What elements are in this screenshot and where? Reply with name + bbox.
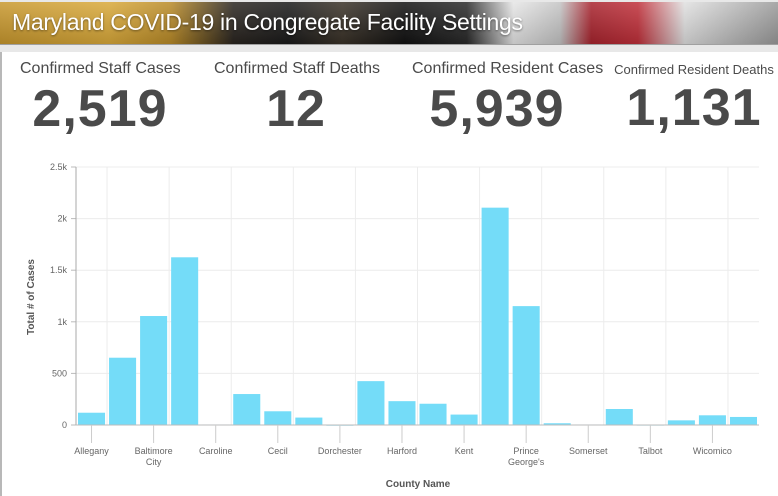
x-axis-title: County Name <box>386 479 451 490</box>
x-tick-label: Cecil <box>268 446 288 456</box>
stat-value: 1,131 <box>626 79 762 137</box>
stat-label: Confirmed Staff Deaths <box>214 60 381 77</box>
y-axis-title: Total # of Cases <box>26 259 37 335</box>
y-tick-label: 500 <box>52 368 67 378</box>
stat-value: 12 <box>266 80 326 138</box>
stat-label: Confirmed Resident Cases <box>412 60 604 77</box>
bar-washington[interactable] <box>667 420 695 425</box>
page-title: Maryland COVID-19 in Congregate Facility… <box>12 9 523 35</box>
dashboard-panel: Confirmed Staff Cases 2,519 Confirmed St… <box>0 52 778 496</box>
bar-queen-anne-s[interactable] <box>543 423 571 425</box>
bar-baltimore-city[interactable] <box>140 316 168 425</box>
x-tick-label: Caroline <box>199 446 233 456</box>
stat-resident-deaths: Confirmed Resident Deaths 1,131 <box>614 60 774 139</box>
bar-kent[interactable] <box>450 414 478 425</box>
bar-frederick[interactable] <box>357 381 385 425</box>
y-tick-label: 2.5k <box>50 162 68 172</box>
x-tick-label: Prince <box>513 446 539 456</box>
bar-st-mary-s[interactable] <box>605 409 633 425</box>
header-banner: Maryland COVID-19 in Congregate Facility… <box>0 2 778 45</box>
y-tick-label: 2k <box>57 214 67 224</box>
y-tick-label: 0 <box>62 420 67 430</box>
x-tick-label: Somerset <box>569 446 608 456</box>
bar-allegany[interactable] <box>78 412 106 425</box>
stat-staff-deaths: Confirmed Staff Deaths 12 <box>214 60 381 140</box>
x-tick-label: City <box>146 457 162 467</box>
x-tick-label: Wicomico <box>693 446 732 456</box>
bar-baltimore[interactable] <box>171 257 199 425</box>
x-tick-label: George's <box>508 457 545 467</box>
y-tick-label: 1.5k <box>50 265 68 275</box>
banner-flag-background <box>0 2 778 44</box>
bar-anne-arundel[interactable] <box>109 357 137 425</box>
bar-prince-george-s[interactable] <box>512 306 540 425</box>
bar-harford[interactable] <box>388 401 416 425</box>
stat-label: Confirmed Resident Deaths <box>614 62 774 77</box>
x-tick-label: Allegany <box>74 446 109 456</box>
bar-montgomery[interactable] <box>481 207 509 425</box>
x-tick-label: Harford <box>387 446 417 456</box>
bar-carroll[interactable] <box>233 394 261 425</box>
stat-staff-cases: Confirmed Staff Cases 2,519 <box>20 60 181 140</box>
stat-label: Confirmed Staff Cases <box>20 60 181 77</box>
bar-wicomico[interactable] <box>698 415 726 425</box>
x-tick-label: Baltimore <box>135 446 173 456</box>
x-tick-label: Dorchester <box>318 446 362 456</box>
bar-charles[interactable] <box>295 417 323 425</box>
stat-value: 5,939 <box>429 80 565 138</box>
x-tick-label: Kent <box>455 446 474 456</box>
bar-howard[interactable] <box>419 403 447 425</box>
stat-value: 2,519 <box>32 80 168 138</box>
stat-resident-cases: Confirmed Resident Cases 5,939 <box>412 60 604 140</box>
bar-cecil[interactable] <box>264 411 292 425</box>
x-tick-label: Talbot <box>638 446 663 456</box>
bar-worcester[interactable] <box>729 416 757 425</box>
y-tick-label: 1k <box>57 317 67 327</box>
